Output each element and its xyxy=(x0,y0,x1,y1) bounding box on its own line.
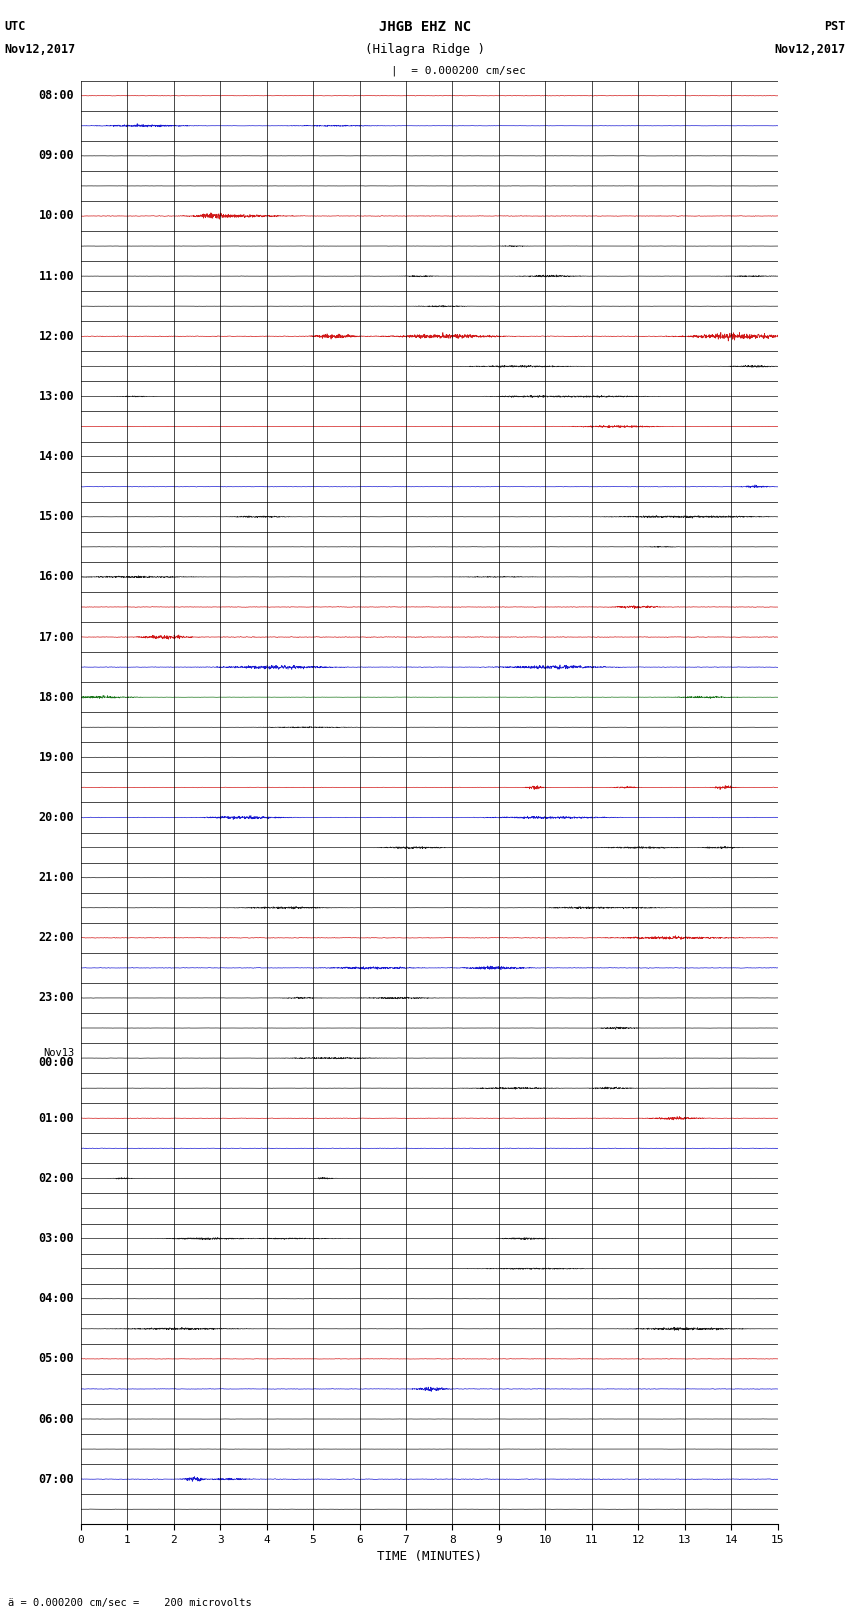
Text: 20:00: 20:00 xyxy=(38,811,74,824)
Text: 03:00: 03:00 xyxy=(38,1232,74,1245)
Text: 10:00: 10:00 xyxy=(38,210,74,223)
Text: 19:00: 19:00 xyxy=(38,752,74,765)
Text: 15:00: 15:00 xyxy=(38,510,74,523)
Text: 11:00: 11:00 xyxy=(38,269,74,282)
Text: UTC: UTC xyxy=(4,19,26,34)
Text: 17:00: 17:00 xyxy=(38,631,74,644)
X-axis label: TIME (MINUTES): TIME (MINUTES) xyxy=(377,1550,482,1563)
Text: 07:00: 07:00 xyxy=(38,1473,74,1486)
Text: 18:00: 18:00 xyxy=(38,690,74,703)
Text: 02:00: 02:00 xyxy=(38,1173,74,1186)
Text: |  = 0.000200 cm/sec: | = 0.000200 cm/sec xyxy=(391,65,526,76)
Text: Nov13: Nov13 xyxy=(43,1047,74,1058)
Text: 00:00: 00:00 xyxy=(38,1057,74,1069)
Text: 09:00: 09:00 xyxy=(38,150,74,163)
Text: 22:00: 22:00 xyxy=(38,931,74,944)
Text: PST: PST xyxy=(824,19,846,34)
Text: 01:00: 01:00 xyxy=(38,1111,74,1124)
Text: 14:00: 14:00 xyxy=(38,450,74,463)
Text: JHGB EHZ NC: JHGB EHZ NC xyxy=(379,19,471,34)
Text: (Hilagra Ridge ): (Hilagra Ridge ) xyxy=(365,44,485,56)
Text: 12:00: 12:00 xyxy=(38,329,74,344)
Text: 05:00: 05:00 xyxy=(38,1352,74,1365)
Text: 23:00: 23:00 xyxy=(38,992,74,1005)
Text: ä = 0.000200 cm/sec =    200 microvolts: ä = 0.000200 cm/sec = 200 microvolts xyxy=(8,1598,252,1608)
Text: 13:00: 13:00 xyxy=(38,390,74,403)
Text: 16:00: 16:00 xyxy=(38,571,74,584)
Text: 06:00: 06:00 xyxy=(38,1413,74,1426)
Text: Nov12,2017: Nov12,2017 xyxy=(4,44,76,56)
Text: 08:00: 08:00 xyxy=(38,89,74,102)
Text: 04:00: 04:00 xyxy=(38,1292,74,1305)
Text: Nov12,2017: Nov12,2017 xyxy=(774,44,846,56)
Text: 21:00: 21:00 xyxy=(38,871,74,884)
